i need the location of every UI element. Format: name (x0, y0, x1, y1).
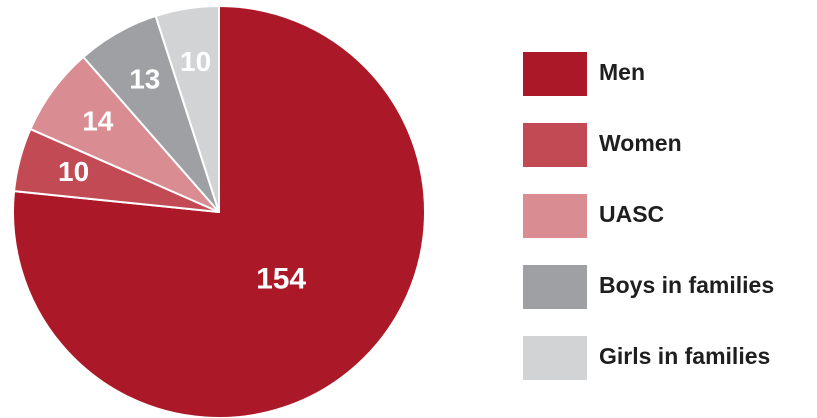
legend-swatch-uasc (523, 194, 587, 238)
pie-value-label-boys-in-families: 13 (129, 64, 160, 95)
legend-label-girls-in-families: Girls in families (599, 343, 770, 369)
legend-item-boys-in-families: Boys in families (523, 265, 774, 309)
legend-item-women: Women (523, 123, 682, 167)
legend-label-uasc: UASC (599, 201, 664, 227)
legend-swatch-women (523, 123, 587, 167)
pie-value-label-women: 10 (58, 156, 89, 187)
pie-slice-girls-in-families (154, 5, 220, 213)
legend-label-men: Men (599, 59, 645, 85)
legend-item-girls-in-families: Girls in families (523, 336, 770, 380)
legend: Men Women UASC Boys in families Girls in fam… (523, 52, 774, 380)
legend-label-women: Women (599, 130, 682, 156)
legend-item-uasc: UASC (523, 194, 664, 238)
pie-slice-labels: 154 10 14 13 10 (58, 46, 306, 296)
legend-swatch-boys-in-families (523, 265, 587, 309)
legend-item-men: Men (523, 52, 645, 96)
legend-swatch-girls-in-families (523, 336, 587, 380)
legend-label-boys-in-families: Boys in families (599, 272, 774, 298)
pie-value-label-girls-in-families: 10 (180, 46, 211, 77)
pie-slices (12, 5, 426, 418)
pie-value-label-uasc: 14 (82, 105, 114, 136)
legend-swatch-men (523, 52, 587, 96)
pie-value-label-men: 154 (256, 263, 306, 296)
